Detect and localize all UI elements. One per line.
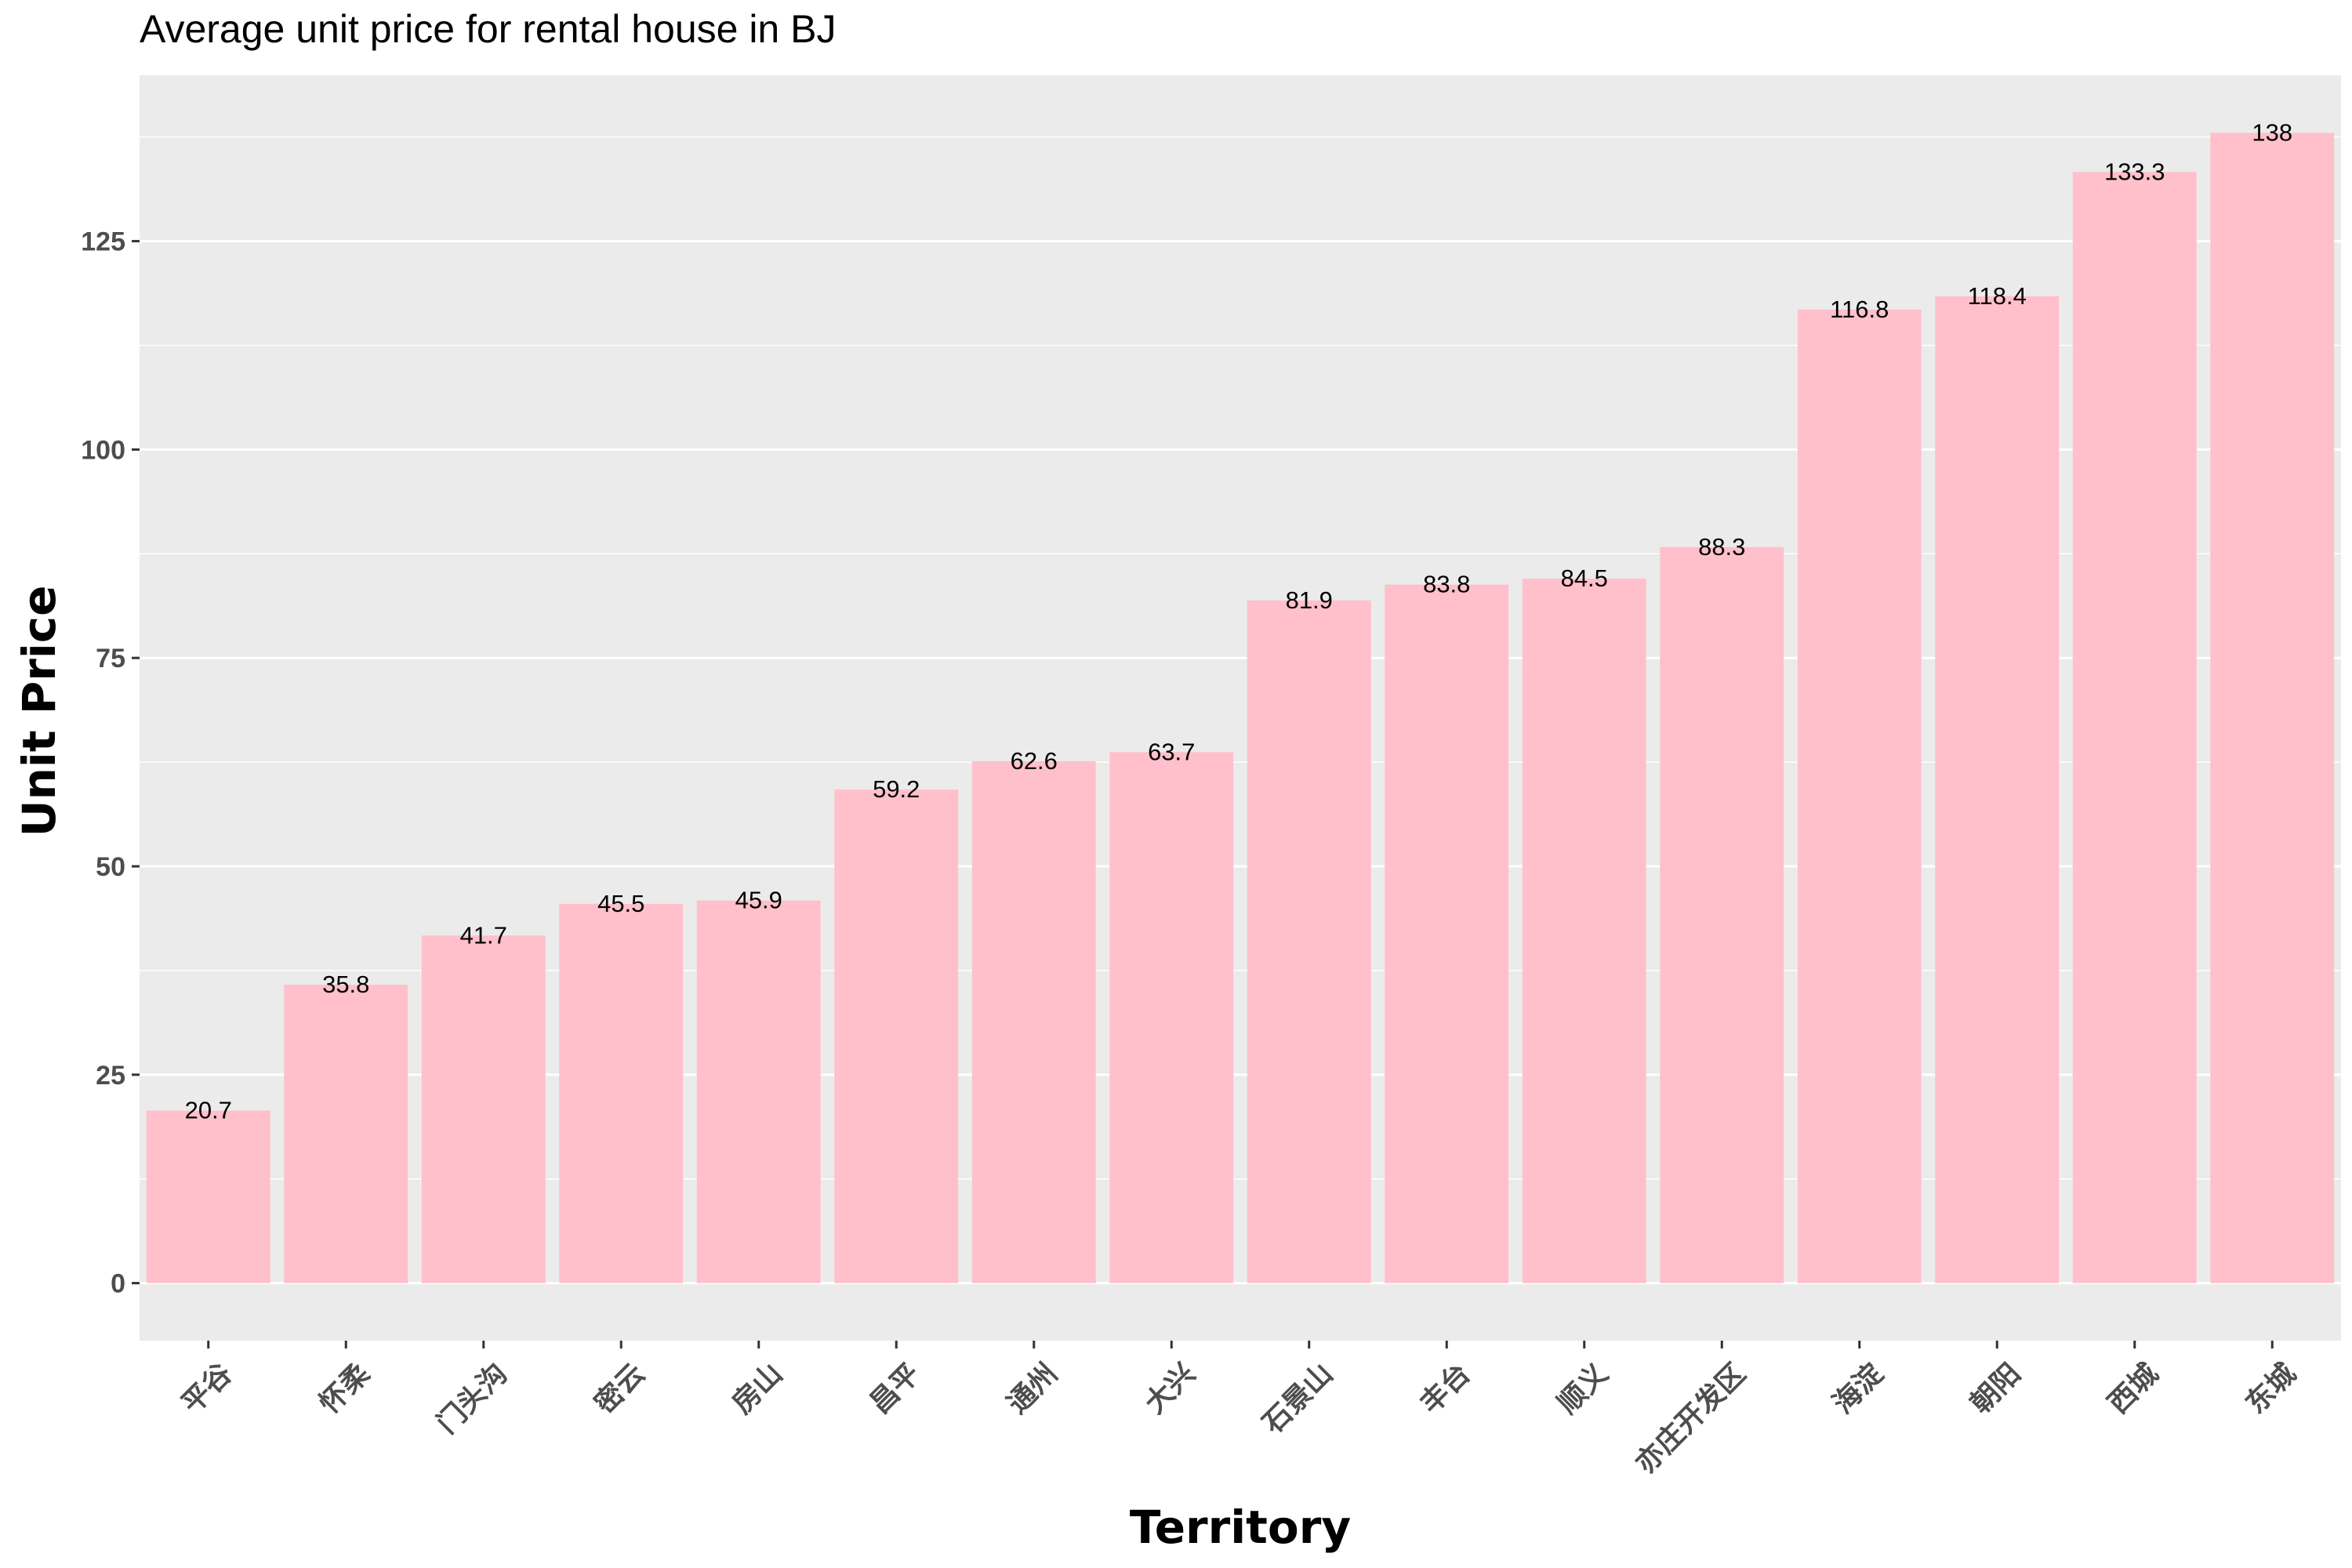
y-tick-label: 50 (96, 852, 125, 882)
y-axis-title: Unit Price (13, 586, 66, 837)
bar (1660, 546, 1784, 1283)
bar (1109, 752, 1234, 1283)
data-label: 45.9 (735, 887, 782, 914)
x-tick-label: 门头沟 (431, 1357, 514, 1439)
bar (2072, 172, 2197, 1283)
bar (1385, 584, 1509, 1283)
data-label: 63.7 (1148, 738, 1195, 765)
bar (1522, 579, 1646, 1283)
bar (1935, 296, 2060, 1283)
data-label: 84.5 (1561, 564, 1608, 592)
bars (146, 132, 2335, 1283)
data-label: 138 (2252, 118, 2292, 146)
data-label: 133.3 (2104, 158, 2165, 185)
x-tick-label: 朝阳 (1965, 1357, 2027, 1420)
bar (284, 984, 408, 1283)
data-label: 62.6 (1011, 747, 1058, 775)
data-label: 116.8 (1830, 296, 1889, 323)
bar (559, 903, 684, 1283)
x-tick-label: 东城 (2240, 1357, 2303, 1420)
data-label: 118.4 (1968, 282, 2027, 310)
x-tick-label: 海淀 (1827, 1357, 1889, 1420)
bar (1247, 600, 1371, 1283)
bar (971, 761, 1096, 1283)
x-tick-label: 平谷 (176, 1357, 238, 1420)
data-label: 20.7 (185, 1097, 232, 1124)
bar (421, 935, 546, 1283)
x-tick-label: 石景山 (1257, 1357, 1339, 1439)
x-tick-label: 密云 (588, 1357, 652, 1421)
data-label: 81.9 (1286, 586, 1333, 614)
x-tick-label: 丰台 (1414, 1357, 1477, 1420)
data-label: 59.2 (873, 775, 920, 803)
bar (2210, 132, 2335, 1283)
x-tick-label: 房山 (726, 1357, 789, 1420)
chart-title: Average unit price for rental house in B… (140, 7, 837, 51)
data-label: 45.5 (597, 890, 644, 917)
bar (696, 900, 821, 1283)
bar (834, 789, 959, 1283)
data-labels: 20.7 35.8 41.7 45.5 45.9 59.2 62.6 63.7 81.9 83.8… (185, 118, 2293, 1123)
y-tick-label: 100 (81, 435, 125, 465)
y-tick-label: 25 (96, 1061, 125, 1091)
data-label: 88.3 (1698, 533, 1745, 561)
bar (146, 1110, 270, 1283)
y-axis: 0 25 50 75 100 125 (81, 227, 140, 1299)
x-tick-label: 亦庄开发区 (1629, 1357, 1751, 1479)
x-tick-label: 西城 (2102, 1357, 2165, 1420)
x-tick-label: 大兴 (1139, 1357, 1202, 1420)
x-tick-label: 昌平 (864, 1357, 927, 1420)
data-label: 35.8 (322, 971, 369, 998)
x-tick-label: 顺义 (1552, 1357, 1614, 1420)
y-tick-label: 0 (111, 1269, 125, 1299)
y-tick-label: 75 (96, 644, 125, 673)
x-tick-label: 通州 (1001, 1357, 1064, 1420)
data-label: 41.7 (460, 921, 507, 949)
x-axis-title: Territory (1130, 1501, 1351, 1554)
data-label: 83.8 (1423, 571, 1470, 598)
y-tick-label: 125 (81, 227, 125, 257)
bar (1797, 309, 1922, 1283)
x-tick-label: 怀柔 (314, 1357, 376, 1420)
x-axis: 平谷 怀柔 门头沟 密云 房山 昌平 通州 大兴 石景山 丰台 顺义 亦庄开发区 海淀 朝阳 西城 东城 (176, 1341, 2303, 1480)
